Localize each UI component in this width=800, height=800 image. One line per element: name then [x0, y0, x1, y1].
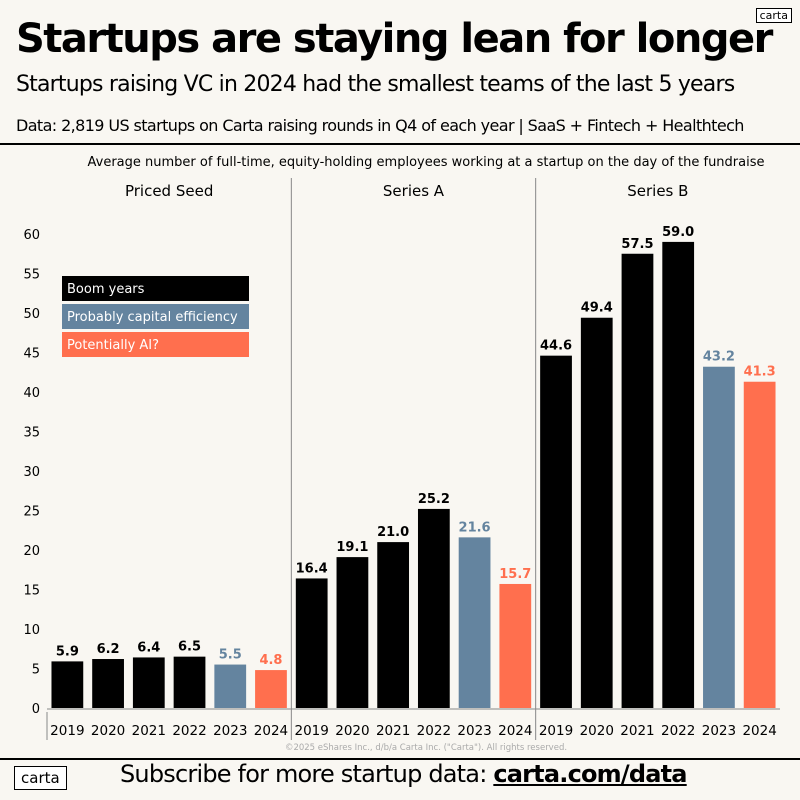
x-tick-label: 2020: [91, 723, 125, 739]
copyright: ©2025 eShares Inc., d/b/a Carta Inc. ("C…: [285, 743, 567, 753]
bar: [173, 656, 206, 708]
x-tick-label: 2021: [376, 723, 410, 739]
subtitle: Startups raising VC in 2024 had the smal…: [16, 72, 735, 97]
chart-title: Average number of full-time, equity-hold…: [88, 155, 765, 170]
y-tick-label: 5: [32, 663, 40, 678]
data-label: 5.5: [219, 648, 242, 663]
data-label: 25.2: [418, 492, 450, 507]
bar: [580, 317, 613, 708]
x-tick-label: 2023: [457, 723, 491, 739]
data-label: 4.8: [259, 653, 282, 668]
bar: [703, 366, 735, 708]
x-tick-label: 2021: [620, 723, 654, 739]
data-label: 49.4: [581, 301, 613, 316]
legend-label: Potentially AI?: [67, 338, 159, 353]
carta-logo-footer: carta: [14, 766, 67, 790]
legend-swatch: [62, 304, 249, 329]
data-label: 6.5: [178, 640, 201, 655]
data-label: 15.7: [499, 567, 531, 582]
x-tick-label: 2022: [417, 723, 451, 739]
bar: [295, 578, 328, 708]
legend-swatch: [62, 276, 249, 301]
y-tick-label: 45: [23, 347, 40, 362]
data-label: 6.4: [137, 640, 160, 655]
data-label: 19.1: [336, 540, 368, 555]
data-label: 21.6: [459, 520, 491, 535]
legend-label: Boom years: [67, 282, 145, 297]
bar: [132, 657, 165, 708]
data-label: 16.4: [296, 561, 328, 576]
panel-title: Series B: [627, 182, 688, 200]
x-tick-label: 2022: [661, 723, 695, 739]
subscribe-cta: Subscribe for more startup data: carta.c…: [120, 760, 688, 788]
page-title: Startups are staying lean for longer: [16, 16, 773, 62]
y-tick-label: 50: [23, 307, 40, 322]
legend-swatch: [62, 332, 249, 357]
x-tick-label: 2019: [295, 723, 329, 739]
bar: [540, 355, 572, 708]
bar: [621, 253, 654, 708]
bar: [662, 241, 695, 708]
divider: [0, 143, 800, 145]
y-tick-label: 30: [23, 465, 40, 480]
y-tick-label: 55: [23, 268, 40, 283]
x-tick-label: 2024: [498, 723, 532, 739]
bar-chart: Average number of full-time, equity-hold…: [23, 155, 780, 753]
carta-logo: carta: [755, 8, 792, 23]
y-tick-label: 10: [23, 623, 40, 638]
x-tick-label: 2022: [172, 723, 206, 739]
data-label: 6.2: [97, 642, 120, 657]
data-label: 5.9: [56, 644, 79, 659]
x-tick-label: 2023: [213, 723, 247, 739]
divider: [0, 758, 800, 760]
data-label: 59.0: [662, 225, 694, 240]
panel-title: Series A: [383, 182, 445, 200]
bar: [336, 557, 369, 708]
panel-title: Priced Seed: [125, 182, 213, 200]
y-tick-label: 60: [23, 228, 40, 243]
x-tick-label: 2024: [742, 723, 776, 739]
bar: [255, 670, 287, 708]
y-tick-label: 40: [23, 386, 40, 401]
bar: [743, 381, 776, 708]
bar: [499, 583, 532, 708]
x-tick-label: 2020: [335, 723, 369, 739]
legend-label: Probably capital efficiency: [67, 310, 238, 325]
x-tick-label: 2019: [539, 723, 573, 739]
bar: [458, 537, 491, 708]
data-label: 21.0: [377, 525, 409, 540]
x-tick-label: 2024: [254, 723, 288, 739]
data-label: 57.5: [621, 237, 653, 252]
bar: [377, 542, 410, 708]
x-tick-label: 2019: [50, 723, 84, 739]
y-tick-label: 0: [32, 702, 40, 717]
y-tick-label: 25: [23, 505, 40, 520]
bar: [92, 659, 124, 708]
x-tick-label: 2020: [580, 723, 614, 739]
y-tick-label: 35: [23, 426, 40, 441]
x-tick-label: 2021: [132, 723, 166, 739]
y-tick-label: 20: [23, 544, 40, 559]
data-label: 41.3: [744, 365, 776, 380]
subscribe-text: Subscribe for more startup data:: [120, 760, 494, 788]
data-label: 43.2: [703, 350, 735, 365]
bar: [214, 664, 247, 708]
carta-data-link[interactable]: carta.com/data: [493, 760, 687, 788]
data-note: Data: 2,819 US startups on Carta raising…: [16, 116, 744, 135]
bar: [51, 661, 84, 708]
data-label: 44.6: [540, 339, 572, 354]
bar: [417, 508, 450, 708]
y-tick-label: 15: [23, 584, 40, 599]
x-tick-label: 2023: [702, 723, 736, 739]
